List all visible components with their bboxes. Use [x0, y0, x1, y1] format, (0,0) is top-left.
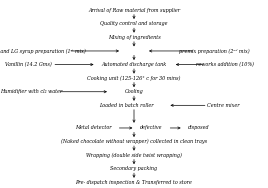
Text: Wrapping (double side twist wrapping): Wrapping (double side twist wrapping) [86, 152, 182, 158]
Text: premix preparation (2ⁿᵈ mix): premix preparation (2ⁿᵈ mix) [179, 48, 250, 54]
Text: Arrival of Raw material from supplier: Arrival of Raw material from supplier [88, 8, 180, 13]
Text: (Naked chocolate without wrapper) collected in clean trays: (Naked chocolate without wrapper) collec… [61, 139, 207, 144]
Text: Automated discharge tank: Automated discharge tank [101, 62, 167, 67]
Text: Secondary packing: Secondary packing [110, 166, 158, 171]
Text: Vanillin (14.2 Gms): Vanillin (14.2 Gms) [5, 62, 51, 67]
Text: Sugar and LG syrup preparation (1ˢᵗ mix): Sugar and LG syrup preparation (1ˢᵗ mix) [0, 48, 86, 54]
Text: Cooking unit (125-126° c for 30 mins): Cooking unit (125-126° c for 30 mins) [87, 76, 181, 81]
Text: Cooling: Cooling [125, 89, 143, 94]
Text: Humidifier with cl₂ water: Humidifier with cl₂ water [0, 89, 62, 94]
Text: Metal detector: Metal detector [76, 125, 112, 130]
Text: Pre- dispatch inspection & Transferred to store: Pre- dispatch inspection & Transferred t… [76, 180, 192, 185]
Text: reworks addition (10%): reworks addition (10%) [196, 62, 254, 67]
Text: Mixing of ingredients: Mixing of ingredients [108, 35, 160, 40]
Text: Centre mixer: Centre mixer [207, 103, 240, 108]
Text: defective: defective [140, 125, 163, 130]
Text: Quality control and storage: Quality control and storage [100, 21, 168, 26]
Text: disposed: disposed [188, 125, 209, 130]
Text: Loaded in batch roller: Loaded in batch roller [99, 103, 153, 108]
